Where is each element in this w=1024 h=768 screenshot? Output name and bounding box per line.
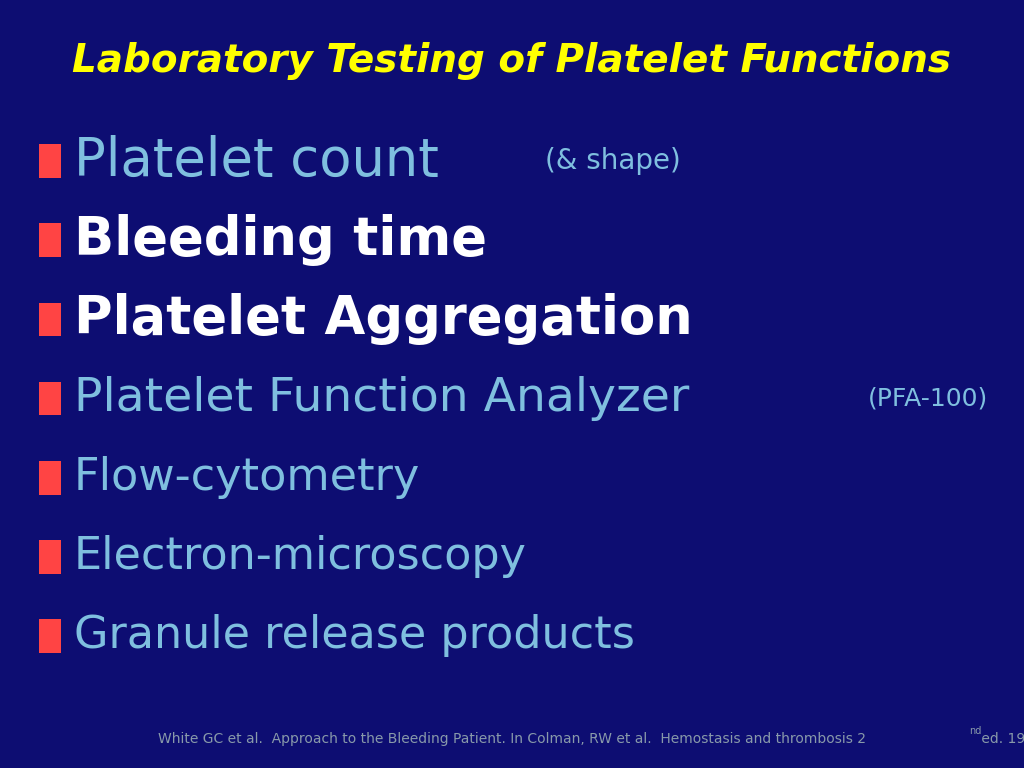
- Text: Flow-cytometry: Flow-cytometry: [74, 456, 420, 499]
- Text: nd: nd: [969, 726, 981, 737]
- Text: Bleeding time: Bleeding time: [74, 214, 486, 266]
- Bar: [39, 619, 61, 653]
- Text: White GC et al.  Approach to the Bleeding Patient. In Colman, RW et al.  Hemosta: White GC et al. Approach to the Bleeding…: [158, 732, 866, 746]
- Bar: [39, 540, 61, 574]
- Text: (& shape): (& shape): [545, 147, 680, 175]
- Text: White GC et al.  Approach to the Bleeding Patient. In Colman, RW et al.  Hemosta: White GC et al. Approach to the Bleeding…: [158, 732, 866, 746]
- Bar: [39, 303, 61, 336]
- Text: Platelet Function Analyzer: Platelet Function Analyzer: [74, 376, 689, 421]
- Text: Platelet Aggregation: Platelet Aggregation: [74, 293, 692, 346]
- Bar: [39, 144, 61, 178]
- Text: Platelet count: Platelet count: [74, 135, 438, 187]
- Bar: [39, 223, 61, 257]
- Text: Granule release products: Granule release products: [74, 614, 635, 657]
- Text: (PFA-100): (PFA-100): [867, 386, 988, 411]
- Text: ed. 1987: ed. 1987: [977, 732, 1024, 746]
- Text: Electron-microscopy: Electron-microscopy: [74, 535, 526, 578]
- Bar: [39, 382, 61, 415]
- Bar: [39, 461, 61, 495]
- Text: Laboratory Testing of Platelet Functions: Laboratory Testing of Platelet Functions: [73, 42, 951, 80]
